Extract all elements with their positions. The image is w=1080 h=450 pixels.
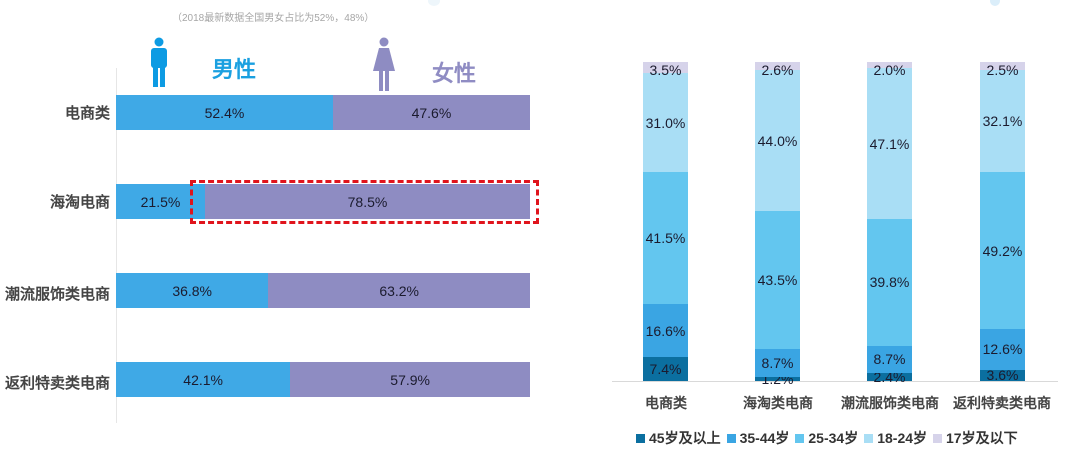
age-segment-18-24: 32.1% <box>980 70 1025 173</box>
legend-item: 17岁及以下 <box>933 428 1018 448</box>
age-segment-45plus: 2.4% <box>867 369 912 385</box>
age-segment-under17: 2.5% <box>980 62 1025 78</box>
male-segment: 42.1% <box>116 362 291 397</box>
age-segment-35-44: 12.6% <box>980 329 1025 370</box>
legend-swatch-icon <box>864 433 874 443</box>
legend-item: 25-34岁 <box>795 428 858 448</box>
male-segment: 36.8% <box>116 273 269 308</box>
legend-swatch-icon <box>795 433 805 443</box>
x-category-label: 返利特卖类电商 <box>953 395 1051 411</box>
chart-legend: 45岁及以上 35-44岁 25-34岁 18-24岁 17岁及以下 <box>636 428 1018 448</box>
age-segment-25-34: 43.5% <box>755 210 800 350</box>
legend-label: 35-44岁 <box>739 430 790 446</box>
decorative-dot <box>990 0 1000 6</box>
gender-bar-row: 52.4% 47.6% <box>116 95 530 130</box>
category-axis-line <box>116 68 117 423</box>
legend-label: 25-34岁 <box>808 430 859 446</box>
legend-swatch-icon <box>933 433 943 443</box>
category-label: 返利特卖类电商 <box>4 375 110 392</box>
male-person-icon <box>151 37 167 87</box>
x-axis-line <box>612 381 1058 382</box>
male-label: 男性 <box>212 57 257 82</box>
chart-subtitle-note: （2018最新数据全国男女占比为52%，48%） <box>172 13 375 24</box>
legend-label: 45岁及以上 <box>649 430 721 446</box>
gender-bar-row: 42.1% 57.9% <box>116 362 530 397</box>
age-segment-25-34: 41.5% <box>643 172 688 305</box>
legend-label: 18-24岁 <box>877 430 928 446</box>
x-category-label: 潮流服饰类电商 <box>841 395 939 411</box>
age-segment-25-34: 49.2% <box>980 172 1025 330</box>
category-label: 海淘电商 <box>49 194 110 211</box>
age-segment-under17: 2.0% <box>867 62 912 78</box>
female-segment: 78.5% <box>205 184 530 219</box>
highlight-dashed-box <box>190 180 539 224</box>
female-segment: 47.6% <box>332 95 530 130</box>
female-segment: 63.2% <box>268 273 530 308</box>
female-person-icon <box>373 37 395 91</box>
age-stacked-bar: 1.2% 8.7% 43.5% 44.0% 2.6% <box>755 62 800 387</box>
legend-item: 45岁及以上 <box>636 428 721 448</box>
category-label: 电商类 <box>64 105 110 122</box>
age-stacked-bar: 3.6% 12.6% 49.2% 32.1% 2.5% <box>980 62 1025 383</box>
gender-bar-row: 36.8% 63.2% <box>116 273 530 308</box>
age-segment-35-44: 8.7% <box>867 345 912 374</box>
age-segment-18-24: 47.1% <box>867 68 912 219</box>
legend-item: 18-24岁 <box>864 428 927 448</box>
male-segment: 52.4% <box>116 95 333 130</box>
age-segment-18-24: 44.0% <box>755 70 800 211</box>
age-segment-35-44: 16.6% <box>643 304 688 358</box>
age-segment-45plus: 7.4% <box>643 357 688 381</box>
female-segment: 57.9% <box>290 362 530 397</box>
age-segment-under17: 2.6% <box>755 62 800 78</box>
age-stacked-bar: 7.4% 16.6% 41.5% 31.0% 3.5% <box>643 62 688 381</box>
age-segment-25-34: 39.8% <box>867 218 912 346</box>
age-stacked-bar: 2.4% 8.7% 39.8% 47.1% 2.0% <box>867 62 912 385</box>
age-segment-45plus: 1.2% <box>755 371 800 387</box>
legend-swatch-icon <box>726 433 736 443</box>
age-segment-45plus: 3.6% <box>980 367 1025 383</box>
age-segment-18-24: 31.0% <box>643 73 688 173</box>
x-category-label: 电商类 <box>645 395 687 411</box>
category-label: 潮流服饰类电商 <box>4 286 110 303</box>
age-segment-35-44: 8.7% <box>755 349 800 378</box>
female-label: 女性 <box>432 61 477 86</box>
legend-swatch-icon <box>636 433 645 443</box>
legend-item: 35-44岁 <box>726 428 790 448</box>
x-category-label: 海淘类电商 <box>743 395 813 411</box>
age-segment-under17: 3.5% <box>643 62 688 78</box>
legend-label: 17岁及以下 <box>946 430 1018 446</box>
decorative-dot <box>428 0 440 6</box>
